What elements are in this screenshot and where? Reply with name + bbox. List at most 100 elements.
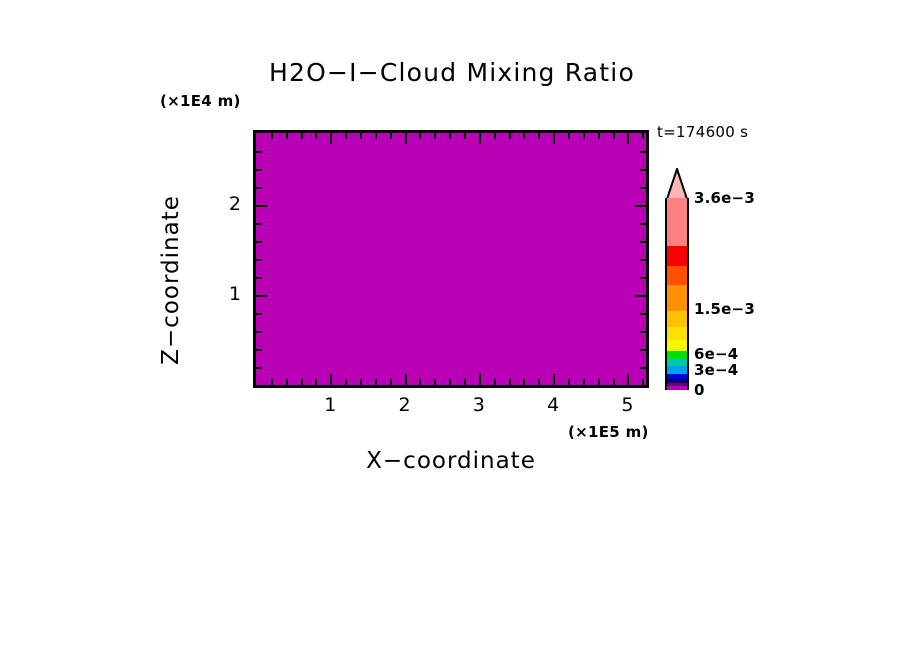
y-tick (640, 169, 646, 171)
x-tick (449, 133, 452, 139)
x-tick (508, 133, 511, 139)
y-axis-unit-label: (×1E4 m) (160, 92, 241, 110)
x-tick (508, 379, 511, 385)
y-tick (635, 295, 646, 297)
y-tick (640, 259, 646, 261)
x-tick (330, 374, 333, 385)
y-axis-title: Z−coordinate (158, 195, 184, 365)
colorbar (665, 198, 689, 390)
heatmap-field (256, 133, 646, 385)
x-tick (404, 374, 407, 385)
x-tick (345, 379, 348, 385)
x-tick (434, 133, 437, 139)
x-tick (360, 133, 362, 139)
x-tick (538, 133, 541, 139)
colorbar-band (667, 386, 687, 390)
x-tick (374, 379, 377, 385)
x-tick (478, 133, 481, 144)
y-tick (256, 277, 262, 279)
x-tick (285, 133, 288, 139)
colorbar-band (667, 358, 687, 367)
plot-frame (253, 130, 649, 388)
x-tick (493, 133, 496, 139)
colorbar-tick-label: 3.6e−3 (694, 189, 755, 207)
x-tick (434, 379, 437, 385)
colorbar-band (667, 366, 687, 374)
colorbar-tick-label: 1.5e−3 (694, 300, 755, 318)
colorbar-band (667, 245, 687, 266)
y-tick (640, 331, 646, 333)
time-annotation: t=174600 s (657, 123, 749, 141)
colorbar-tick-label: 3e−4 (694, 361, 739, 379)
x-tick-label: 2 (398, 394, 411, 416)
y-tick (640, 241, 646, 243)
x-tick (523, 379, 526, 385)
y-tick (640, 223, 646, 225)
y-tick (256, 205, 267, 207)
x-tick-label: 5 (621, 394, 634, 416)
x-tick (627, 133, 630, 144)
colorbar-band (667, 198, 687, 246)
x-tick (597, 379, 600, 385)
x-tick (538, 379, 541, 385)
colorbar-band (667, 285, 687, 311)
page-title: H2O−I−Cloud Mixing Ratio (269, 58, 635, 87)
y-tick (256, 331, 262, 333)
colorbar-band (667, 339, 687, 351)
y-tick (256, 241, 262, 243)
x-tick (270, 133, 273, 139)
y-tick (256, 349, 262, 351)
x-tick (642, 133, 645, 139)
y-tick (635, 205, 646, 207)
x-tick-label: 3 (472, 394, 485, 416)
colorbar-band (667, 373, 687, 380)
x-tick (330, 133, 333, 144)
y-tick (640, 277, 646, 279)
x-tick (464, 133, 466, 139)
x-tick (315, 133, 318, 139)
x-tick (404, 133, 407, 144)
x-tick (300, 379, 303, 385)
colorbar-band (667, 379, 687, 383)
x-tick-label: 1 (324, 394, 337, 416)
x-tick (389, 379, 392, 385)
x-tick (464, 379, 466, 385)
y-tick (256, 259, 262, 261)
y-tick (640, 313, 646, 315)
colorbar-band (667, 350, 687, 359)
y-tick (640, 349, 646, 351)
x-tick (568, 379, 570, 385)
x-tick (360, 379, 362, 385)
x-tick (300, 133, 303, 139)
colorbar-band (667, 382, 687, 386)
x-tick (449, 379, 452, 385)
y-tick (256, 295, 267, 297)
x-tick-label: 4 (547, 394, 560, 416)
y-tick-label: 2 (228, 193, 241, 215)
x-tick (568, 133, 570, 139)
colorbar-band (667, 310, 687, 327)
x-tick (582, 379, 585, 385)
colorbar-band (667, 326, 687, 340)
x-tick (523, 133, 526, 139)
x-tick (270, 379, 273, 385)
x-tick (419, 133, 422, 139)
colorbar-band (667, 265, 687, 286)
y-tick (640, 151, 646, 153)
y-tick-label: 1 (228, 283, 241, 305)
x-axis-unit-label: (×1E5 m) (568, 423, 649, 441)
x-tick (493, 379, 496, 385)
x-tick (627, 374, 630, 385)
x-tick (285, 379, 288, 385)
x-tick (374, 133, 377, 139)
x-tick (389, 133, 392, 139)
x-tick (642, 379, 645, 385)
y-tick (640, 367, 646, 369)
x-axis-title: X−coordinate (366, 448, 536, 474)
y-tick (640, 187, 646, 189)
colorbar-tick-label: 0 (694, 381, 705, 399)
x-tick (612, 133, 615, 139)
x-tick (419, 379, 422, 385)
x-tick (612, 379, 615, 385)
x-tick (315, 379, 318, 385)
